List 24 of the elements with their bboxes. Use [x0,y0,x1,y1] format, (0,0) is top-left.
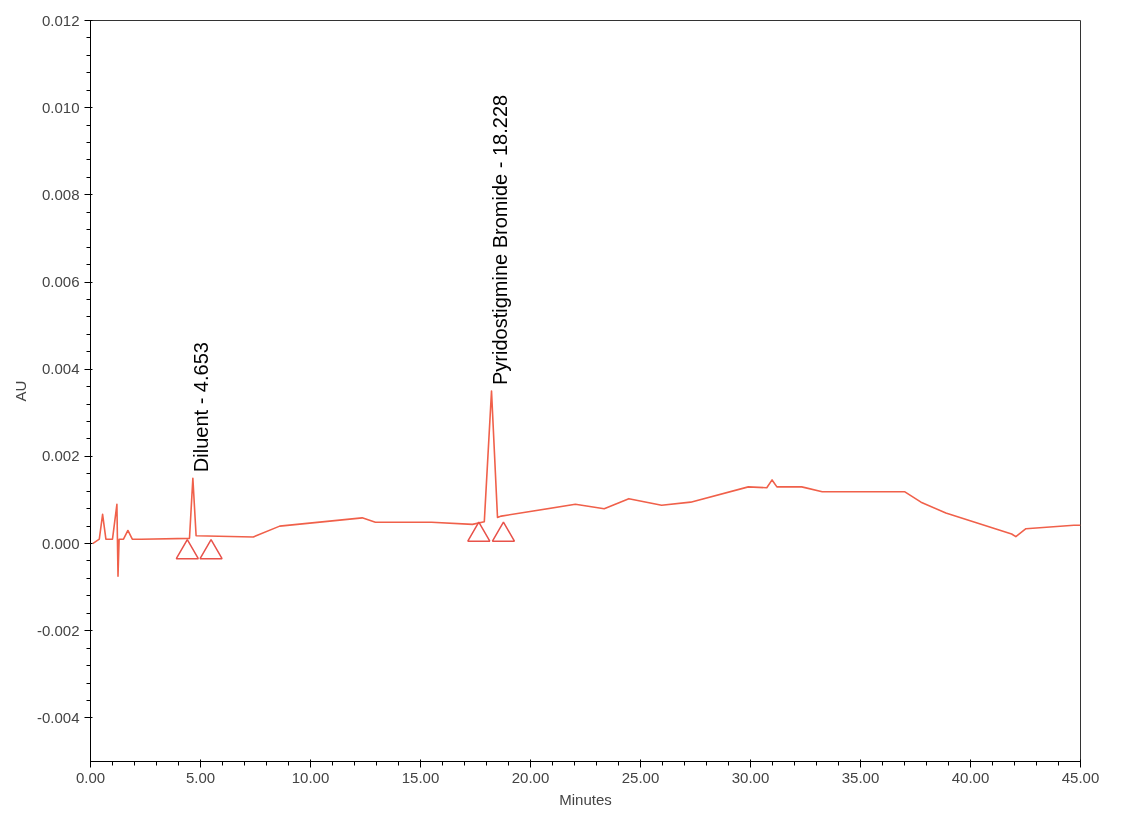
x-tick-label: 10.00 [291,768,330,786]
x-tick-label: 5.00 [185,768,216,786]
x-tick-label: 25.00 [621,768,660,786]
y-tick-label: 0.004 [41,360,80,378]
x-tick-label: 30.00 [731,768,770,786]
x-tick-label: 15.00 [401,768,440,786]
y-tick-label: 0.010 [41,98,80,116]
y-tick-label: 0.006 [41,273,80,291]
x-tick-label: 45.00 [1061,768,1100,786]
y-axis-title: AU [11,380,29,402]
x-axis-title: Minutes [559,790,612,808]
y-tick-label: -0.004 [36,708,80,726]
line-series [91,390,1081,578]
annotation: Pyridostigmine Bromide - 18.228 [488,94,511,385]
x-tick-label: 40.00 [951,768,990,786]
x-tick-label: 35.00 [841,768,880,786]
annotation: Diluent - 4.653 [189,342,212,473]
y-tick-label: 0.012 [41,11,80,29]
x-tick-label: 20.00 [511,768,550,786]
x-tick-label: 0.00 [75,768,106,786]
y-tick-label: -0.002 [36,621,80,639]
y-tick-label: 0.000 [41,534,80,552]
y-tick-label: 0.002 [41,447,80,465]
y-tick-label: 0.008 [41,185,80,203]
